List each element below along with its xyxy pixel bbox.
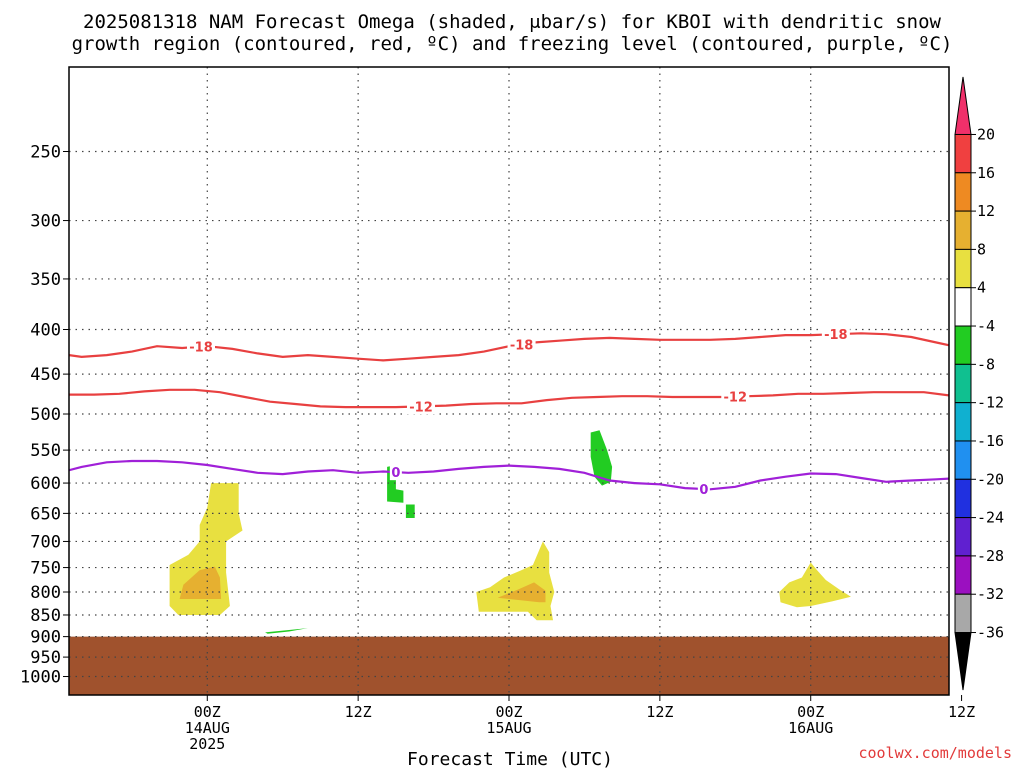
colorbar-label-10: -24 (977, 509, 1004, 527)
contour-label-bg-1-1 (721, 388, 750, 405)
colorbar-label-0: 20 (977, 125, 995, 143)
colorbar-swatch-12 (954, 555, 972, 595)
colorbar-label-5: -4 (977, 317, 995, 335)
y-tick-label-450: 450 (30, 365, 61, 385)
colorbar-label-11: -28 (977, 547, 1004, 565)
x-tick-label-2-1: 15AUG (486, 719, 531, 737)
contour-label-2-0: 0 (391, 466, 400, 481)
y-tick-label-850: 850 (30, 606, 61, 626)
contour-label-0-0: -18 (189, 341, 213, 356)
contour-label-bg-0-0 (187, 338, 215, 355)
contour-label-bg-0-2 (821, 326, 850, 343)
x-axis-label: Forecast Time (UTC) (407, 749, 613, 768)
y-tick-label-1000: 1000 (20, 668, 61, 688)
colorbar-label-4: 4 (977, 279, 986, 297)
omega-region-1 (179, 566, 222, 599)
y-tick-label-250: 250 (30, 143, 61, 163)
contour-label-1-0: -12 (409, 400, 433, 415)
omega-region-2 (476, 541, 555, 621)
colorbar-label-3: 8 (977, 240, 986, 258)
x-tick-label-1-0: 12Z (345, 703, 372, 721)
x-tick-label-5-0: 12Z (948, 703, 975, 721)
y-tick-label-400: 400 (30, 321, 61, 341)
colorbar-swatch-6 (954, 325, 972, 365)
y-tick-label-650: 650 (30, 504, 61, 524)
colorbar-label-2: 12 (977, 202, 995, 220)
y-tick-label-950: 950 (30, 648, 61, 668)
contour-label-2-1: 0 (699, 483, 708, 498)
contour-label-bg-1-0 (407, 398, 435, 415)
colorbar-label-7: -12 (977, 394, 1004, 412)
colorbar-swatch-14 (954, 632, 972, 691)
omega-region-7 (405, 504, 415, 518)
omega-shading-layer (169, 430, 1024, 634)
colorbar-swatch-1 (954, 133, 972, 174)
colorbar-label-9: -20 (977, 470, 1004, 488)
colorbar-swatch-10 (954, 478, 972, 519)
y-tick-label-600: 600 (30, 474, 61, 494)
colorbar-swatch-2 (954, 172, 972, 212)
colorbar-swatch-13 (954, 593, 972, 634)
x-tick-label-4-0: 00Z (797, 703, 824, 721)
omega-region-4 (779, 562, 851, 608)
colorbar-swatch-11 (954, 517, 972, 557)
y-tick-label-750: 750 (30, 559, 61, 579)
contour-label-1-1: -12 (724, 391, 748, 406)
x-tick-label-4-1: 16AUG (788, 719, 833, 737)
colorbar-swatch-7 (954, 363, 972, 404)
contour-line-0 (69, 332, 949, 362)
x-tick-label-0-0: 00Z (194, 703, 221, 721)
contour-label-0-2: -18 (824, 328, 848, 343)
contour-label-bg-0-1 (507, 336, 536, 353)
contour-line-2 (69, 459, 949, 491)
x-tick-label-0-1: 14AUG (185, 719, 230, 737)
x-axis-ticks: 00Z14AUG202512Z00Z15AUG12Z00Z16AUG12Z00Z… (185, 695, 975, 753)
omega-region-3 (497, 582, 546, 603)
x-tick-label-3-0: 12Z (646, 703, 673, 721)
colorbar-swatch-0 (954, 76, 972, 135)
y-tick-label-300: 300 (30, 212, 61, 232)
colorbar-label-12: -32 (977, 585, 1004, 603)
colorbar-swatch-8 (954, 402, 972, 442)
colorbar-label-8: -16 (977, 432, 1004, 450)
contour-line-1 (69, 388, 949, 409)
contour-label-bg-2-0 (389, 464, 402, 481)
colorbar-swatch-4 (954, 248, 972, 289)
omega-region-8 (590, 430, 613, 486)
contour-label-bg-2-1 (697, 481, 710, 498)
contour-label-0-1: -18 (510, 338, 534, 353)
colorbar-label-13: -36 (977, 624, 1004, 642)
omega-region-12 (265, 628, 308, 634)
omega-region-9 (1004, 499, 1024, 562)
colorbar: 20 16 12 8 4 -4 -8 -12 -16 -20 -24 -28 -32 -36 (954, 76, 1004, 691)
y-tick-label-350: 350 (30, 270, 61, 290)
y-tick-label-550: 550 (30, 441, 61, 461)
colorbar-swatch-5 (954, 287, 972, 327)
credit-text: coolwx.com/models (858, 744, 1012, 762)
colorbar-swatch-3 (954, 210, 972, 250)
x-tick-label-2-0: 00Z (495, 703, 522, 721)
x-tick-label-0-2: 2025 (189, 735, 225, 753)
grid-layer (69, 67, 949, 695)
y-tick-label-800: 800 (30, 583, 61, 603)
colorbar-swatch-9 (954, 440, 972, 480)
y-axis-ticks: 2503003504004505005506006507007508008509… (20, 143, 69, 688)
y-tick-label-500: 500 (30, 405, 61, 425)
colorbar-label-6: -8 (977, 355, 995, 373)
colorbar-label-1: 16 (977, 164, 995, 182)
y-tick-label-900: 900 (30, 628, 61, 648)
chart-title-line-1: 2025081318 NAM Forecast Omega (shaded, μ… (83, 11, 941, 33)
y-tick-label-700: 700 (30, 532, 61, 552)
chart-title-line-2: growth region (contoured, red, ºC) and f… (72, 33, 953, 55)
